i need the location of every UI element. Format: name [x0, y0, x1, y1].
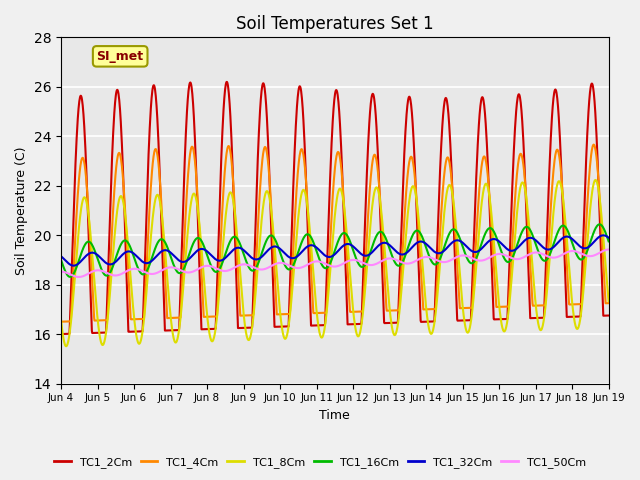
TC1_2Cm — [492, 316, 499, 322]
TC1_4Cm — [166, 315, 173, 321]
Line: TC1_50Cm: TC1_50Cm — [61, 250, 609, 277]
TC1_4Cm — [57, 319, 65, 324]
TC1_32Cm — [605, 235, 612, 240]
TC1_16Cm — [179, 267, 187, 273]
TC1_8Cm — [605, 298, 612, 304]
TC1_4Cm — [420, 307, 428, 312]
TC1_4Cm — [605, 300, 612, 306]
TC1_2Cm — [57, 331, 65, 337]
Legend: TC1_2Cm, TC1_4Cm, TC1_8Cm, TC1_16Cm, TC1_32Cm, TC1_50Cm: TC1_2Cm, TC1_4Cm, TC1_8Cm, TC1_16Cm, TC1… — [49, 452, 591, 472]
Line: TC1_8Cm: TC1_8Cm — [61, 180, 609, 346]
TC1_4Cm — [179, 268, 187, 274]
TC1_50Cm — [540, 252, 548, 258]
TC1_32Cm — [600, 232, 607, 238]
TC1_2Cm — [166, 327, 173, 333]
TC1_2Cm — [540, 315, 548, 321]
TC1_8Cm — [62, 343, 70, 349]
Line: TC1_16Cm: TC1_16Cm — [61, 224, 609, 277]
Line: TC1_32Cm: TC1_32Cm — [61, 235, 609, 265]
TC1_8Cm — [179, 286, 187, 291]
TC1_4Cm — [590, 142, 598, 147]
TC1_50Cm — [241, 262, 248, 267]
Line: TC1_4Cm: TC1_4Cm — [61, 144, 609, 322]
TC1_8Cm — [420, 282, 428, 288]
TC1_16Cm — [596, 221, 604, 227]
TC1_32Cm — [420, 240, 428, 245]
TC1_8Cm — [166, 306, 173, 312]
TC1_8Cm — [57, 317, 65, 323]
TC1_8Cm — [540, 316, 548, 322]
TC1_32Cm — [166, 249, 173, 255]
TC1_16Cm — [492, 232, 499, 238]
TC1_50Cm — [75, 274, 83, 280]
TC1_8Cm — [241, 319, 248, 324]
Line: TC1_2Cm: TC1_2Cm — [61, 82, 609, 334]
TC1_2Cm — [605, 312, 612, 318]
TC1_50Cm — [492, 252, 499, 257]
TC1_4Cm — [540, 302, 547, 308]
TC1_8Cm — [592, 177, 600, 183]
TC1_2Cm — [223, 79, 231, 85]
TC1_16Cm — [241, 253, 248, 259]
TC1_16Cm — [540, 258, 548, 264]
TC1_32Cm — [241, 248, 248, 254]
Y-axis label: Soil Temperature (C): Soil Temperature (C) — [15, 146, 28, 275]
TC1_16Cm — [605, 239, 612, 244]
TC1_2Cm — [179, 213, 187, 218]
Title: Soil Temperatures Set 1: Soil Temperatures Set 1 — [236, 15, 434, 33]
TC1_50Cm — [179, 268, 187, 274]
TC1_50Cm — [420, 254, 428, 260]
TC1_32Cm — [492, 237, 499, 242]
TC1_50Cm — [57, 269, 65, 275]
TC1_16Cm — [166, 252, 173, 257]
TC1_16Cm — [57, 257, 65, 263]
TC1_16Cm — [67, 274, 74, 280]
Text: SI_met: SI_met — [97, 50, 144, 63]
TC1_32Cm — [540, 245, 548, 251]
TC1_4Cm — [240, 312, 248, 318]
TC1_32Cm — [57, 253, 65, 259]
TC1_2Cm — [241, 325, 248, 331]
TC1_8Cm — [492, 261, 499, 267]
TC1_16Cm — [420, 239, 428, 244]
TC1_32Cm — [70, 263, 77, 268]
TC1_50Cm — [166, 264, 173, 270]
TC1_2Cm — [420, 319, 428, 324]
TC1_32Cm — [179, 259, 187, 265]
TC1_4Cm — [492, 288, 499, 294]
X-axis label: Time: Time — [319, 409, 350, 422]
TC1_50Cm — [605, 247, 612, 252]
